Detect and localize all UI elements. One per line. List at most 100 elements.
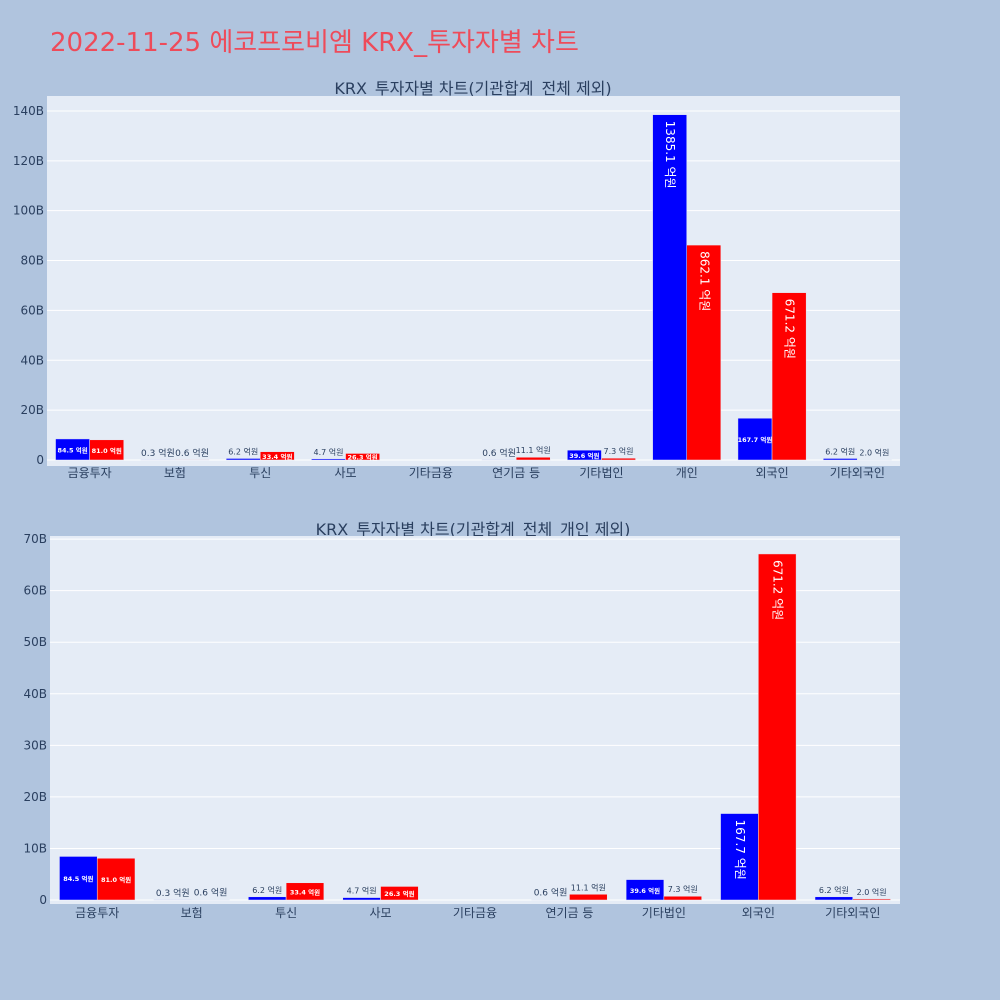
chart-top: KRX_투자자별 차트(기관합계_전체 제외) 84.5 억원 81.0 억원 0.… xyxy=(13,79,900,480)
bar xyxy=(59,856,98,901)
bar xyxy=(342,897,381,901)
y-tick-label: 60B xyxy=(20,303,44,317)
bar xyxy=(720,813,759,901)
bar-label: 0.6 억원 xyxy=(175,447,209,459)
bar-label: 33.4 억원 xyxy=(290,887,320,896)
bar-label: 39.6 억원 xyxy=(630,886,660,895)
chart-bottom-bars xyxy=(59,553,891,901)
bar xyxy=(96,857,136,901)
bar-label: 0.6 억원 xyxy=(482,447,516,459)
x-tick-label: 연기금 등 xyxy=(545,906,593,920)
y-tick-label: 0 xyxy=(36,453,44,467)
y-tick-label: 140B xyxy=(13,104,44,118)
bar xyxy=(814,896,854,901)
bar-label: 0.6 억원 xyxy=(194,887,228,899)
bar xyxy=(822,458,858,461)
bar xyxy=(89,439,125,461)
bar-label: 0.3 억원 xyxy=(156,887,190,899)
bar xyxy=(311,458,346,461)
bar xyxy=(515,456,551,461)
x-tick-label: 기타외국인 xyxy=(830,466,885,480)
bar xyxy=(625,879,665,901)
y-tick-label: 80B xyxy=(20,254,44,268)
bar-label: 167.7 억원 xyxy=(738,435,773,444)
bar-label: 7.3 억원 xyxy=(604,446,634,456)
bar-label: 4.7 억원 xyxy=(313,447,343,457)
y-tick-label: 20B xyxy=(23,790,47,804)
chart-top-bars xyxy=(55,114,892,461)
bar xyxy=(852,898,891,901)
x-tick-label: 외국인 xyxy=(742,906,775,920)
bar-label: 671.2 억원 xyxy=(771,560,785,620)
x-tick-label: 보험 xyxy=(164,466,186,480)
x-tick-label: 사모 xyxy=(335,466,357,480)
bar-label: 862.1 억원 xyxy=(697,251,711,311)
bar-label: 26.3 억원 xyxy=(384,889,414,898)
bar-label: 33.4 억원 xyxy=(262,452,292,461)
chart-top-title: KRX_투자자별 차트(기관합계_전체 제외) xyxy=(334,79,611,99)
bar xyxy=(686,244,722,461)
chart-bottom-gridlines xyxy=(50,538,900,901)
bar-label: 7.3 억원 xyxy=(668,884,698,894)
y-tick-label: 70B xyxy=(23,532,47,546)
chart-bottom: KRX_투자자별 차트(기관합계_전체_개인 제외) 84.5 억원 81.0 억… xyxy=(23,520,900,920)
chart-top-plot-area xyxy=(47,96,900,466)
bar xyxy=(569,894,608,901)
x-tick-label: 사모 xyxy=(370,906,392,920)
x-tick-label: 개인 xyxy=(676,466,698,480)
bar-label: 11.1 억원 xyxy=(516,445,551,455)
bar-label: 4.7 억원 xyxy=(347,886,377,896)
x-tick-label: 기타법인 xyxy=(642,906,686,920)
x-tick-label: 기타금융 xyxy=(409,466,453,480)
chart-bottom-title: KRX_투자자별 차트(기관합계_전체_개인 제외) xyxy=(316,520,631,540)
bar xyxy=(663,895,702,901)
bar-label: 0.3 억원 xyxy=(141,447,175,459)
bar xyxy=(380,886,419,901)
y-tick-label: 30B xyxy=(23,738,47,752)
bar-label: 2.0 억원 xyxy=(859,448,889,458)
bar xyxy=(345,453,380,461)
bar-label: 26.3 억원 xyxy=(347,453,377,462)
x-tick-label: 연기금 등 xyxy=(492,466,540,480)
bar-label: 6.2 억원 xyxy=(819,885,849,895)
x-tick-label: 기타외국인 xyxy=(825,906,880,920)
x-tick-label: 기타법인 xyxy=(579,466,623,480)
bar-label: 84.5 억원 xyxy=(63,874,93,883)
x-tick-label: 금융투자 xyxy=(68,466,112,480)
y-tick-label: 40B xyxy=(23,687,47,701)
x-tick-label: 금융투자 xyxy=(75,906,119,920)
x-tick-label: 외국인 xyxy=(755,466,788,480)
bar xyxy=(225,458,261,461)
bar-label: 6.2 억원 xyxy=(228,446,258,456)
x-tick-label: 투신 xyxy=(249,466,271,480)
bar xyxy=(601,457,636,461)
y-tick-label: 20B xyxy=(20,403,44,417)
bar-label: 84.5 억원 xyxy=(57,445,87,454)
bar xyxy=(260,451,295,461)
chart-bottom-y-axis: 0 10B 20B 30B 40B 50B 60B 70B xyxy=(23,532,47,907)
bar xyxy=(248,896,287,901)
y-tick-label: 40B xyxy=(20,353,44,367)
bar-label: 81.0 억원 xyxy=(92,446,122,455)
bar-label: 11.1 억원 xyxy=(571,882,606,892)
chart-top-x-axis: 금융투자 보험 투신 사모 기타금융 연기금 등 기타법인 개인 외국인 기타외국인 xyxy=(68,466,885,480)
page-title: 2022-11-25 에코프로비엠 KRX_투자자별 차트 xyxy=(50,28,579,58)
bar-label: 6.2 억원 xyxy=(825,446,855,456)
chart-top-y-axis: 0 20B 40B 60B 80B 100B 120B 140B xyxy=(13,104,44,467)
bar xyxy=(737,417,773,461)
bar-label: 39.6 억원 xyxy=(569,451,599,460)
chart-bottom-bar-labels: 84.5 억원 81.0 억원 0.3 억원 0.6 억원 6.2 억원 33.4 억원 4… xyxy=(63,560,886,899)
y-tick-label: 50B xyxy=(23,635,47,649)
y-tick-label: 120B xyxy=(13,154,44,168)
y-tick-label: 60B xyxy=(23,584,47,598)
bar xyxy=(567,449,602,461)
x-tick-label: 투신 xyxy=(275,906,297,920)
y-tick-label: 100B xyxy=(13,204,44,218)
bar-label: 167.7 억원 xyxy=(733,820,747,880)
bar-label: 671.2 억원 xyxy=(783,299,797,359)
bar-label: 81.0 억원 xyxy=(101,875,131,884)
y-tick-label: 0 xyxy=(39,893,47,907)
bar xyxy=(758,553,797,901)
x-tick-label: 기타금융 xyxy=(453,906,497,920)
